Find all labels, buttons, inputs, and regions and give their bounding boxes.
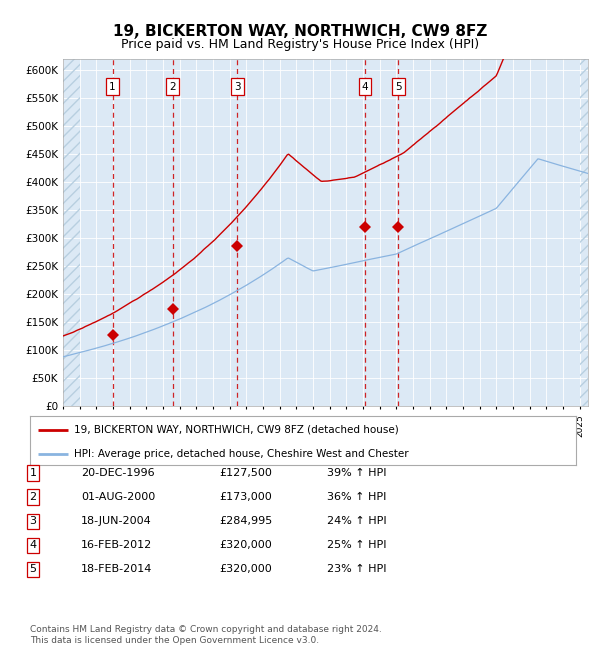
Text: £320,000: £320,000 — [219, 564, 272, 575]
Text: 1: 1 — [109, 81, 116, 92]
Text: £173,000: £173,000 — [219, 492, 272, 502]
Text: £320,000: £320,000 — [219, 540, 272, 551]
Text: 20-DEC-1996: 20-DEC-1996 — [81, 468, 155, 478]
Text: Price paid vs. HM Land Registry's House Price Index (HPI): Price paid vs. HM Land Registry's House … — [121, 38, 479, 51]
Text: £284,995: £284,995 — [219, 516, 272, 526]
Text: 2: 2 — [169, 81, 176, 92]
Text: 39% ↑ HPI: 39% ↑ HPI — [327, 468, 386, 478]
Text: 24% ↑ HPI: 24% ↑ HPI — [327, 516, 386, 526]
Text: 1: 1 — [29, 468, 37, 478]
Text: 25% ↑ HPI: 25% ↑ HPI — [327, 540, 386, 551]
Text: Contains HM Land Registry data © Crown copyright and database right 2024.
This d: Contains HM Land Registry data © Crown c… — [30, 625, 382, 645]
Text: 5: 5 — [29, 564, 37, 575]
Text: 16-FEB-2012: 16-FEB-2012 — [81, 540, 152, 551]
Text: 36% ↑ HPI: 36% ↑ HPI — [327, 492, 386, 502]
Text: 5: 5 — [395, 81, 401, 92]
Text: 19, BICKERTON WAY, NORTHWICH, CW9 8FZ (detached house): 19, BICKERTON WAY, NORTHWICH, CW9 8FZ (d… — [74, 424, 398, 435]
Text: 2: 2 — [29, 492, 37, 502]
Text: 3: 3 — [234, 81, 241, 92]
Text: £127,500: £127,500 — [219, 468, 272, 478]
Text: 23% ↑ HPI: 23% ↑ HPI — [327, 564, 386, 575]
Text: 19, BICKERTON WAY, NORTHWICH, CW9 8FZ: 19, BICKERTON WAY, NORTHWICH, CW9 8FZ — [113, 24, 487, 39]
Text: 4: 4 — [29, 540, 37, 551]
Text: HPI: Average price, detached house, Cheshire West and Chester: HPI: Average price, detached house, Ches… — [74, 449, 409, 459]
Text: 3: 3 — [29, 516, 37, 526]
Text: 01-AUG-2000: 01-AUG-2000 — [81, 492, 155, 502]
Text: 18-FEB-2014: 18-FEB-2014 — [81, 564, 152, 575]
Text: 4: 4 — [362, 81, 368, 92]
Text: 18-JUN-2004: 18-JUN-2004 — [81, 516, 152, 526]
